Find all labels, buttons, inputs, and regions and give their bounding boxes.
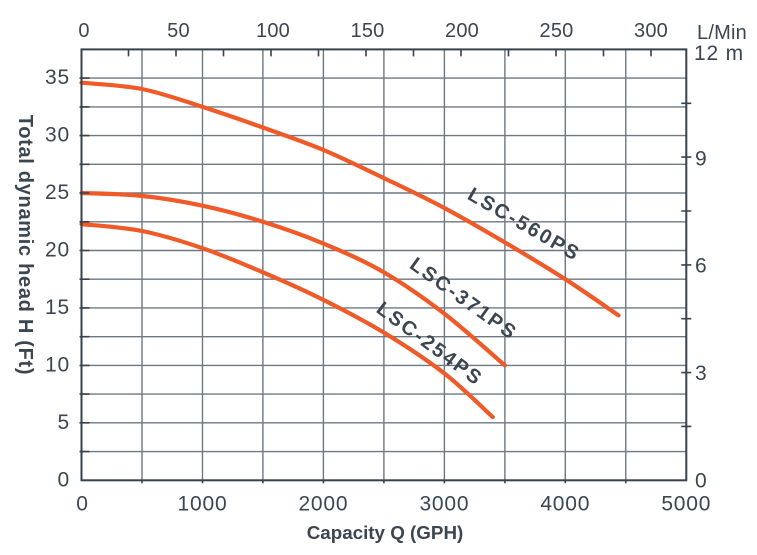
svg-text:15: 15 bbox=[45, 296, 70, 319]
svg-text:50: 50 bbox=[167, 20, 190, 42]
svg-text:3000: 3000 bbox=[419, 493, 469, 516]
svg-text:9: 9 bbox=[695, 148, 707, 171]
svg-text:10: 10 bbox=[45, 353, 70, 376]
svg-text:6: 6 bbox=[695, 254, 707, 277]
svg-text:L/Min: L/Min bbox=[697, 22, 747, 44]
svg-text:5000: 5000 bbox=[661, 493, 711, 516]
svg-text:200: 200 bbox=[445, 20, 479, 42]
svg-text:3: 3 bbox=[695, 362, 707, 385]
svg-text:0: 0 bbox=[58, 468, 70, 491]
svg-text:0: 0 bbox=[78, 20, 89, 42]
svg-text:25: 25 bbox=[45, 181, 70, 204]
svg-text:250: 250 bbox=[540, 20, 574, 42]
svg-text:20: 20 bbox=[45, 239, 70, 262]
svg-text:5: 5 bbox=[58, 411, 70, 434]
svg-text:12 m: 12 m bbox=[694, 42, 744, 65]
svg-text:Total dynamic head H (Ft): Total dynamic head H (Ft) bbox=[14, 115, 36, 375]
svg-text:0: 0 bbox=[695, 470, 707, 493]
svg-text:4000: 4000 bbox=[540, 493, 590, 516]
svg-text:300: 300 bbox=[634, 20, 668, 42]
svg-text:1000: 1000 bbox=[178, 493, 228, 516]
svg-text:100: 100 bbox=[256, 20, 290, 42]
svg-text:Capacity Q (GPH): Capacity Q (GPH) bbox=[307, 522, 464, 543]
svg-text:0: 0 bbox=[76, 493, 88, 516]
svg-text:35: 35 bbox=[45, 66, 70, 89]
svg-text:30: 30 bbox=[45, 124, 70, 147]
svg-text:150: 150 bbox=[351, 20, 385, 42]
svg-text:2000: 2000 bbox=[298, 493, 348, 516]
